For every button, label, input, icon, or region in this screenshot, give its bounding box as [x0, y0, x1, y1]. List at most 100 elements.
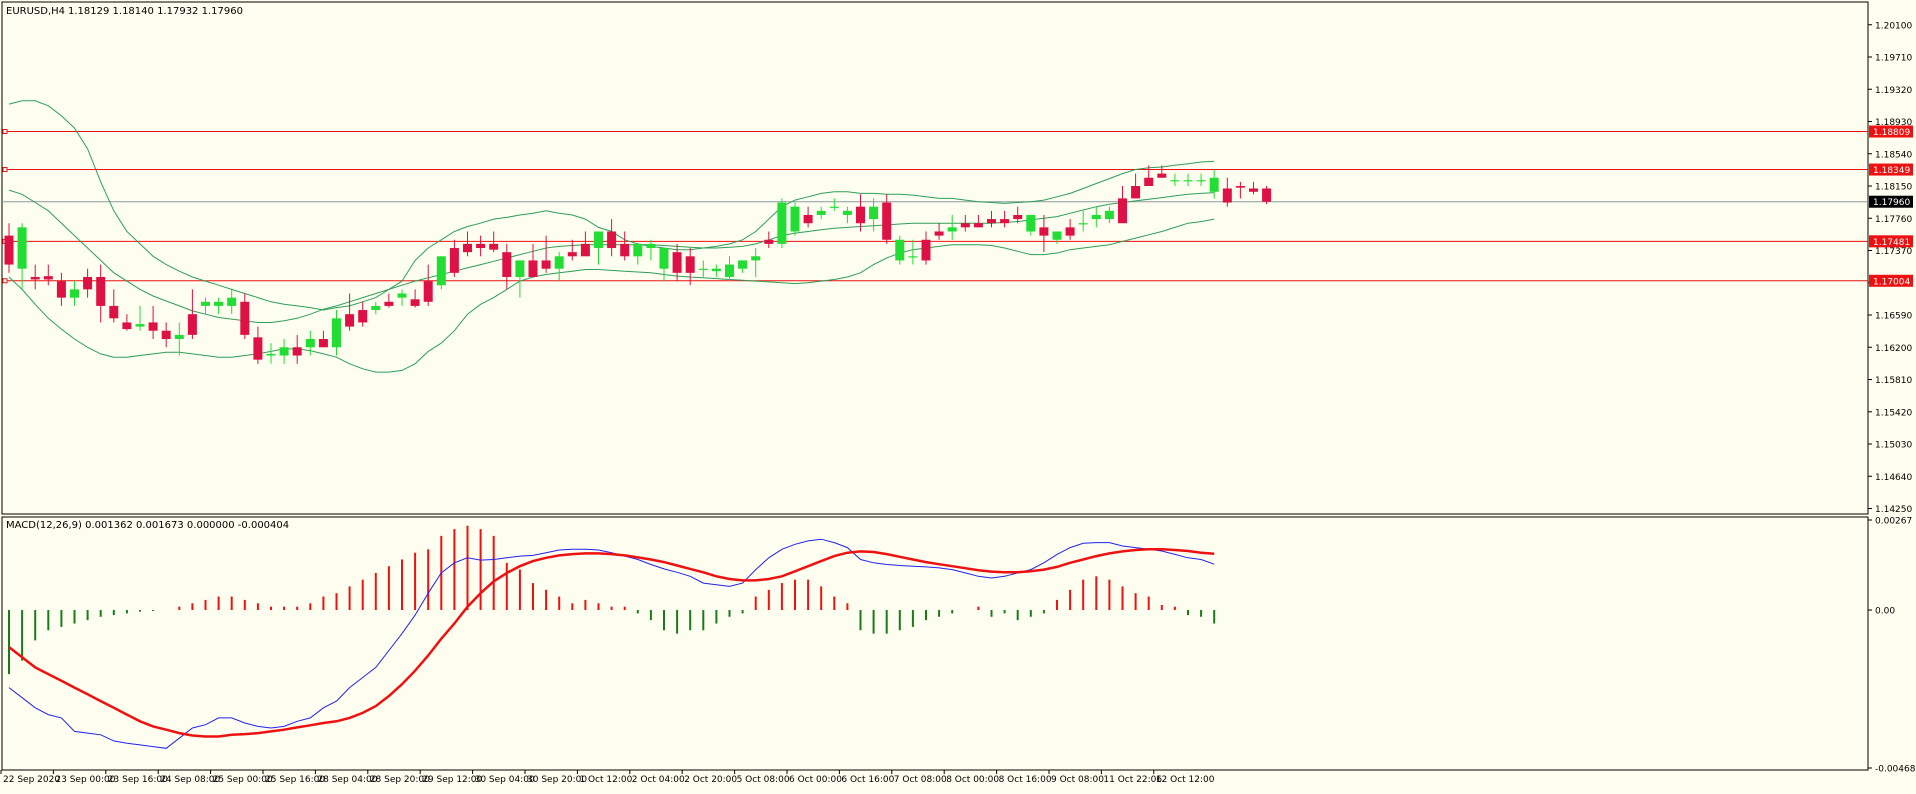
candle-body [266, 353, 276, 356]
candle [161, 322, 171, 348]
candle-body [725, 264, 734, 277]
candle-body [318, 338, 328, 348]
macd-tick-label: 0.00267 [1875, 517, 1912, 527]
candle [148, 305, 158, 339]
time-tick-label: 30 Sep 20:00 [527, 775, 587, 785]
candle [1026, 214, 1036, 236]
candle [515, 260, 525, 298]
level-price-tag-label: 1.18809 [1873, 128, 1910, 138]
candle [829, 198, 839, 211]
candle-body [305, 338, 315, 348]
level-price-tag [1869, 125, 1913, 138]
price-tick-label: 1.19710 [1875, 54, 1912, 64]
candle [646, 239, 656, 261]
candle [253, 326, 263, 364]
candle [934, 223, 944, 240]
candle [135, 305, 145, 331]
candle [607, 219, 617, 257]
candle [960, 214, 970, 232]
candle [869, 198, 879, 232]
candle [371, 301, 381, 315]
candle-body [279, 347, 289, 356]
candle-body [633, 243, 643, 257]
time-tick-label: 6 Oct 16:00 [841, 775, 894, 785]
ohlc-values: 1.18129 1.18140 1.17932 1.17960 [68, 6, 243, 17]
candle-body [397, 293, 407, 298]
candle-body [384, 301, 394, 306]
candle [921, 231, 931, 265]
candle-body [777, 202, 787, 244]
candle-body [816, 210, 826, 215]
candle [895, 235, 905, 265]
candle-body [56, 281, 66, 298]
candle [174, 322, 184, 356]
candle-body [1013, 214, 1023, 220]
candle [384, 293, 394, 308]
candle [502, 243, 512, 290]
candle-body [882, 202, 892, 240]
candle [436, 256, 446, 290]
time-tick-label: 23 Sep 16:00 [108, 775, 168, 785]
time-tick-label: 28 Sep 04:00 [317, 775, 377, 785]
time-tick-label: 24 Sep 08:00 [160, 775, 220, 785]
candle-body [1235, 186, 1245, 188]
candle-body [987, 219, 996, 224]
candle-body [358, 310, 368, 323]
candle-body [201, 301, 210, 306]
candle-body [17, 227, 27, 269]
candle [410, 289, 420, 308]
price-tick-label: 1.15030 [1875, 441, 1912, 451]
candle [279, 338, 289, 364]
candle-body [1262, 188, 1272, 202]
candle [685, 248, 695, 286]
candle-body [161, 330, 171, 339]
level-price-tag-label: 1.18349 [1873, 166, 1910, 176]
time-tick-label: 23 Sep 00:00 [55, 775, 115, 785]
candle-body [1131, 186, 1141, 199]
candle [620, 231, 630, 261]
time-tick-label: 5 Oct 08:00 [737, 775, 790, 785]
candle [1209, 169, 1219, 199]
price-tick-label: 1.17760 [1875, 215, 1912, 225]
candle [751, 248, 761, 277]
candle-body [921, 239, 931, 261]
candle [1052, 231, 1062, 244]
candle-body [489, 243, 499, 250]
price-tick-label: 1.15420 [1875, 408, 1912, 418]
candle [987, 210, 996, 228]
candle [1144, 165, 1154, 187]
candle-body [187, 314, 197, 335]
bollinger-middle-line [8, 189, 1215, 323]
candle-body [109, 305, 119, 319]
macd-label: MACD(12,26,9) 0.001362 0.001673 0.000000… [6, 520, 289, 531]
candle [1000, 210, 1010, 228]
candle [214, 297, 224, 315]
price-axis: 1.20100 1.19710 1.19320 1.18930 1.18540 1.181… [1868, 21, 1912, 515]
macd-pane-frame [1, 516, 1869, 771]
candle-body [620, 243, 630, 257]
price-tick-label: 1.16590 [1875, 312, 1912, 322]
candle [947, 214, 957, 240]
candle [803, 206, 813, 228]
time-tick-label: 29 Sep 12:00 [422, 775, 482, 785]
price-tick-label: 1.19320 [1875, 86, 1912, 96]
candle [109, 289, 119, 323]
candle [738, 260, 748, 273]
candle [1131, 173, 1141, 199]
time-tick-label: 12 Oct 12:00 [1156, 775, 1215, 785]
candle [1039, 214, 1049, 253]
candle [1013, 206, 1023, 224]
candle-body [502, 252, 512, 277]
level-anchor [2, 278, 8, 284]
candle-body [1249, 188, 1258, 192]
candle-body [332, 318, 341, 348]
time-tick-label: 22 Sep 2020 [3, 775, 60, 785]
candle [1196, 173, 1206, 187]
candle-body [463, 243, 472, 253]
candle [17, 223, 27, 290]
candle [764, 231, 774, 249]
candle [973, 214, 983, 228]
